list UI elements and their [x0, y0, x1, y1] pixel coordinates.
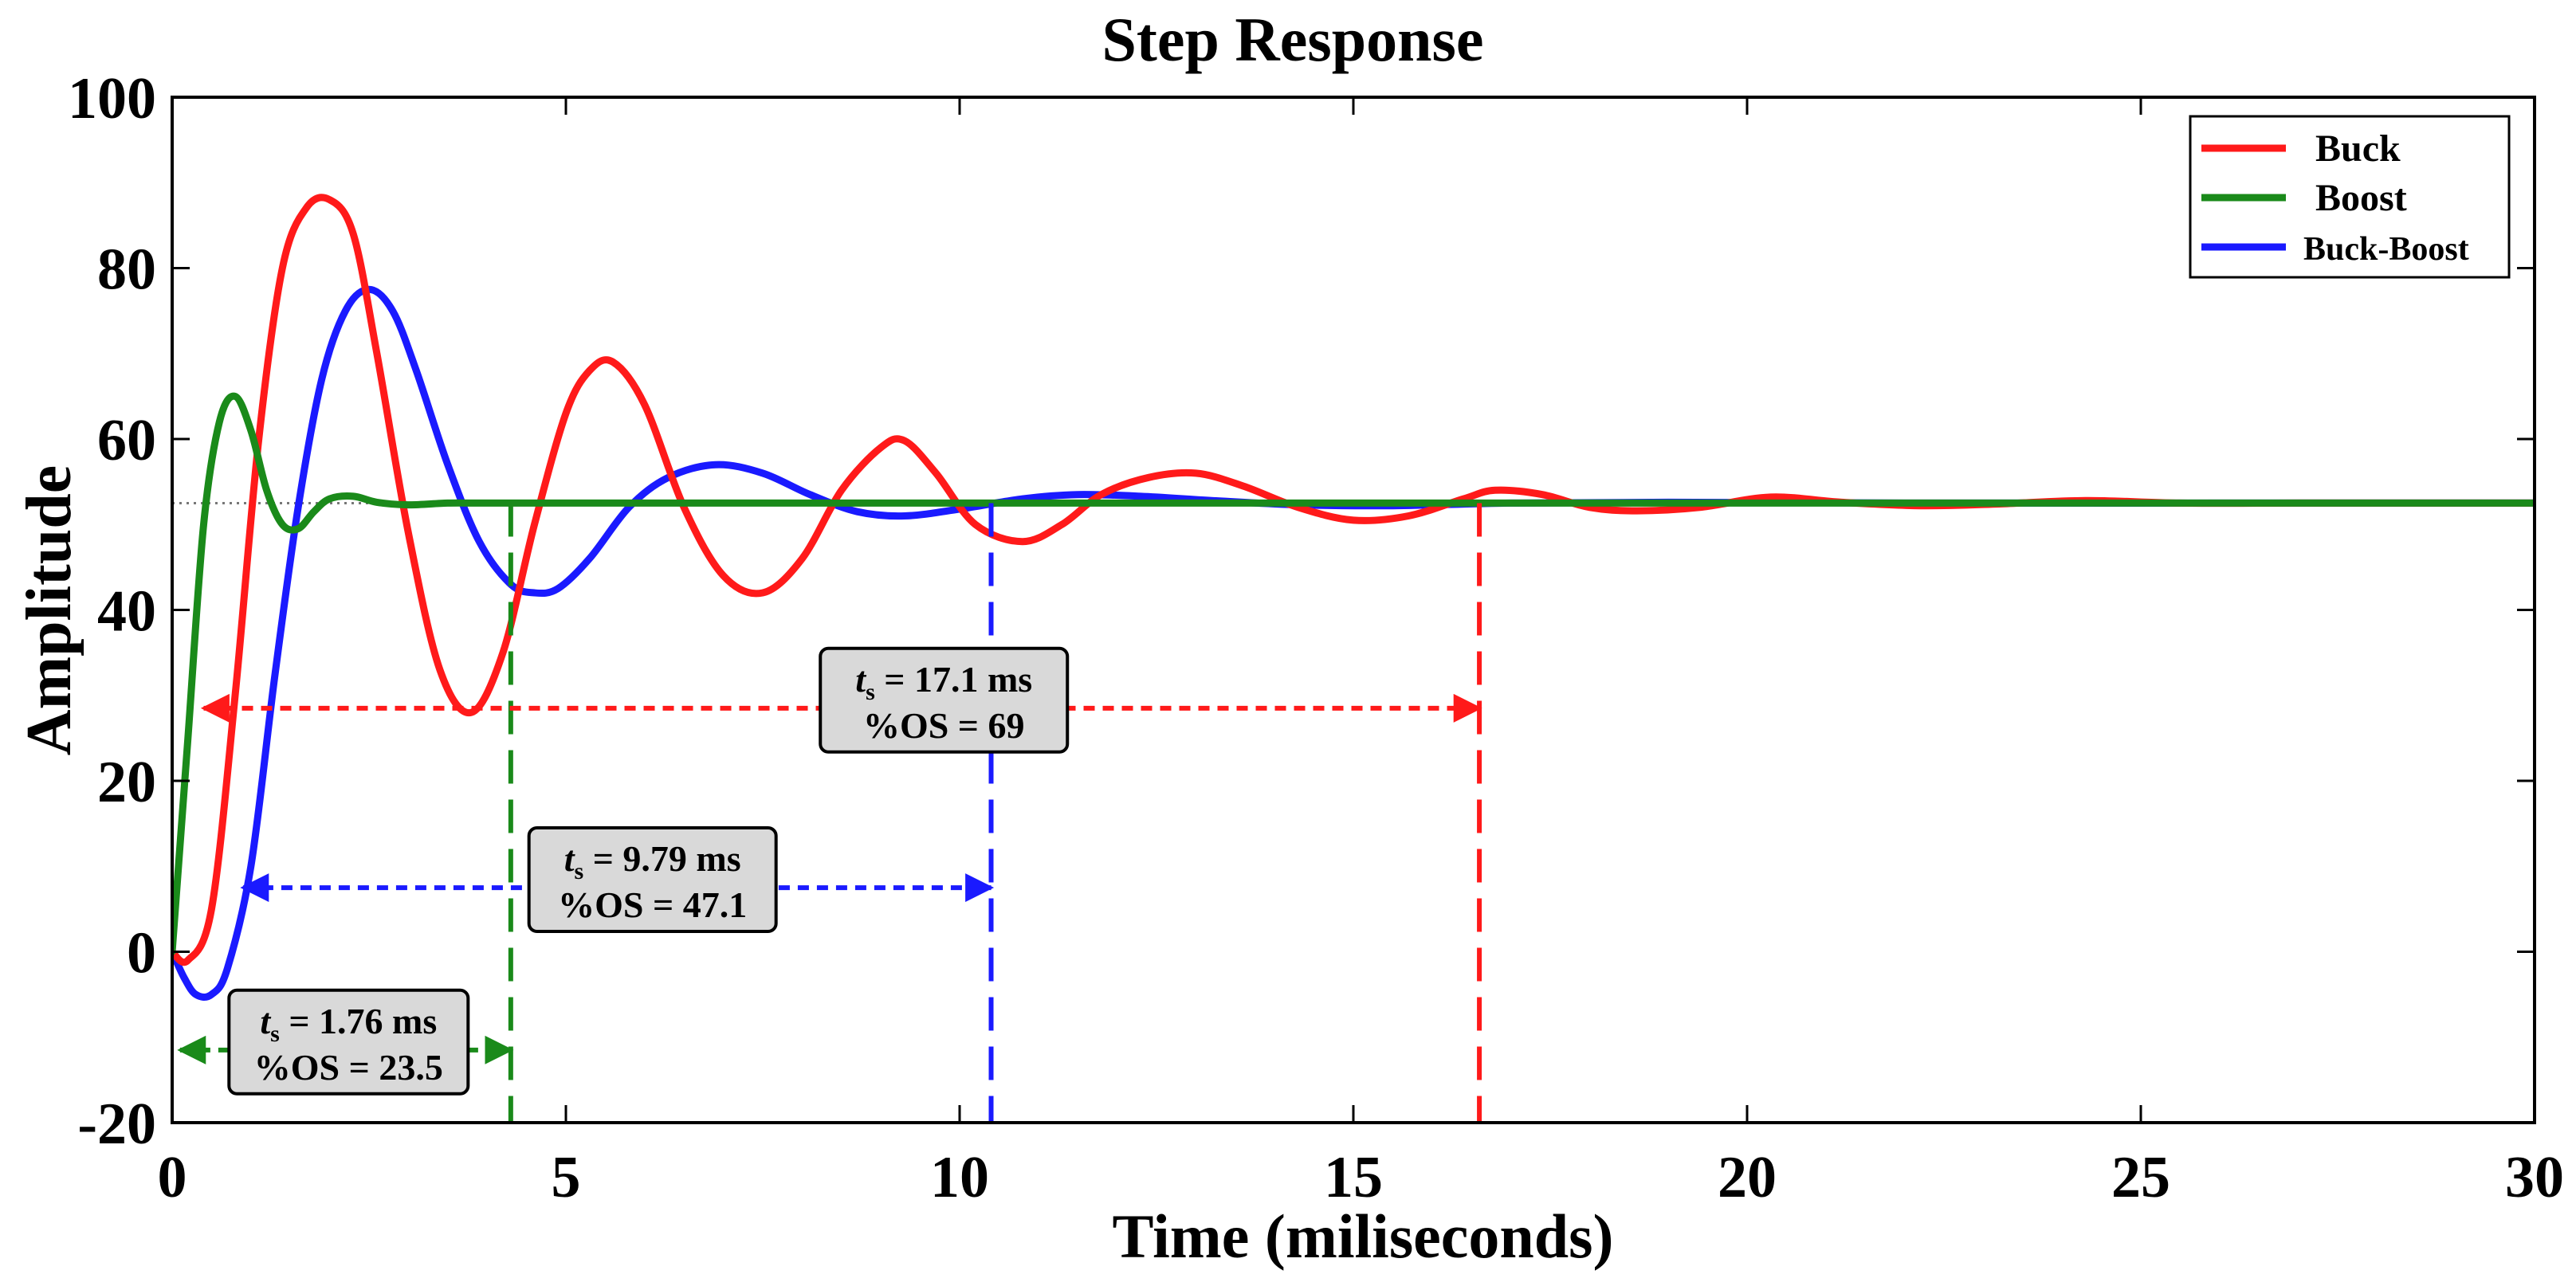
- series-line-buck-boost: [172, 285, 2535, 1001]
- annotation-ts-subscript: s: [866, 679, 875, 705]
- y-tick-label: 0: [127, 921, 156, 986]
- annotation-ts-value: = 9.79 ms: [583, 838, 740, 879]
- x-tick-label: 15: [1324, 1145, 1383, 1210]
- annotation-box: [527, 825, 778, 933]
- y-tick-label: 20: [97, 750, 156, 815]
- x-axis-label: Time (miliseconds): [1112, 1202, 1613, 1271]
- legend-item-boost: Boost: [2201, 177, 2407, 219]
- series-line-boost: [172, 392, 2535, 955]
- legend-items: Buck Boost Buck-Boost: [2201, 127, 2469, 268]
- annotation-boost: ts = 1.76 ms%OS = 23.5: [227, 988, 470, 1096]
- annotation-ts-value: = 1.76 ms: [280, 1001, 437, 1041]
- annotation-box: [227, 988, 470, 1096]
- x-tick-label: 10: [930, 1145, 989, 1210]
- legend-item-buck-boost: Buck-Boost: [2201, 231, 2469, 268]
- plot-frame: [171, 96, 2536, 1124]
- y-tick-label: 80: [97, 237, 156, 303]
- y-tick-label: 60: [97, 408, 156, 473]
- y-tick-label: 100: [68, 66, 156, 131]
- annotation-ts-symbol: t: [260, 1001, 271, 1041]
- annotation-settling-time: ts = 17.1 ms: [855, 659, 1032, 705]
- annotation-overshoot: %OS = 23.5: [254, 1047, 443, 1088]
- chart-title: Step Response: [1102, 5, 1484, 74]
- annotation-settling-time: ts = 9.79 ms: [564, 838, 741, 884]
- y-tick-label: 40: [97, 579, 156, 645]
- annotation-ts-symbol: t: [855, 659, 866, 700]
- series-line-buck: [172, 194, 2535, 966]
- annotation-ts-subscript: s: [575, 858, 584, 884]
- annotation-ts-value: = 17.1 ms: [875, 659, 1032, 700]
- annotation-ts-symbol: t: [564, 838, 575, 879]
- x-tick-label: 20: [1718, 1145, 1777, 1210]
- legend: Buck Boost Buck-Boost: [2189, 115, 2511, 279]
- legend-item-buck: Buck: [2201, 127, 2401, 170]
- annotation-ts-subscript: s: [270, 1021, 280, 1047]
- x-tick-label: 5: [552, 1145, 581, 1210]
- annotation-buck-boost: ts = 9.79 ms%OS = 47.1: [527, 825, 778, 933]
- annotation-settling-time: ts = 1.76 ms: [260, 1001, 437, 1047]
- settling-marker-layer: [508, 503, 1482, 1123]
- series-layer: [172, 194, 2535, 1001]
- x-tick-label: 0: [158, 1145, 187, 1210]
- legend-label: Buck: [2315, 127, 2401, 170]
- x-tick-label: 25: [2111, 1145, 2170, 1210]
- annotation-overshoot: %OS = 47.1: [558, 884, 747, 925]
- legend-label: Boost: [2315, 177, 2407, 219]
- annotation-box: [819, 646, 1070, 754]
- y-tick-label: -20: [77, 1092, 156, 1157]
- annotation-buck: ts = 17.1 ms%OS = 69: [819, 646, 1070, 754]
- y-axis-label: Amplitude: [14, 465, 84, 756]
- legend-label: Buck-Boost: [2303, 231, 2469, 268]
- annotation-overshoot: %OS = 69: [863, 705, 1025, 746]
- x-tick-label: 30: [2505, 1145, 2564, 1210]
